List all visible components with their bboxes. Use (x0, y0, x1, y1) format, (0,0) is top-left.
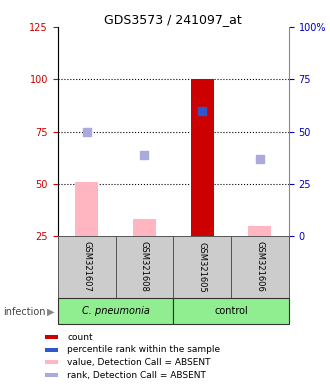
Bar (58, 298, 173, 324)
Text: GSM321607: GSM321607 (82, 242, 91, 292)
Bar (133, 219, 156, 236)
Bar (231, 236, 289, 298)
Text: control: control (214, 306, 248, 316)
Text: ▶: ▶ (48, 307, 55, 317)
Bar (58, 236, 115, 298)
Bar (45, 361, 58, 364)
Bar (173, 298, 289, 324)
Point (199, 108, 205, 114)
Text: C. pneumonia: C. pneumonia (82, 306, 149, 316)
Text: GSM321605: GSM321605 (198, 242, 207, 292)
Text: value, Detection Call = ABSENT: value, Detection Call = ABSENT (67, 358, 211, 367)
Text: count: count (67, 333, 93, 342)
Text: GSM321608: GSM321608 (140, 242, 149, 292)
Bar (115, 236, 173, 298)
Text: GSM321606: GSM321606 (255, 242, 264, 292)
Text: percentile rank within the sample: percentile rank within the sample (67, 345, 220, 354)
Point (84, 128, 89, 135)
Point (142, 151, 147, 157)
Text: infection: infection (3, 307, 46, 317)
Bar (45, 348, 58, 352)
Bar (45, 374, 58, 377)
Bar (191, 79, 214, 236)
Text: rank, Detection Call = ABSENT: rank, Detection Call = ABSENT (67, 371, 206, 380)
Bar (248, 226, 271, 236)
Point (257, 156, 263, 162)
Bar (173, 236, 231, 298)
Title: GDS3573 / 241097_at: GDS3573 / 241097_at (104, 13, 242, 26)
Bar (75, 182, 98, 236)
Bar (45, 335, 58, 339)
